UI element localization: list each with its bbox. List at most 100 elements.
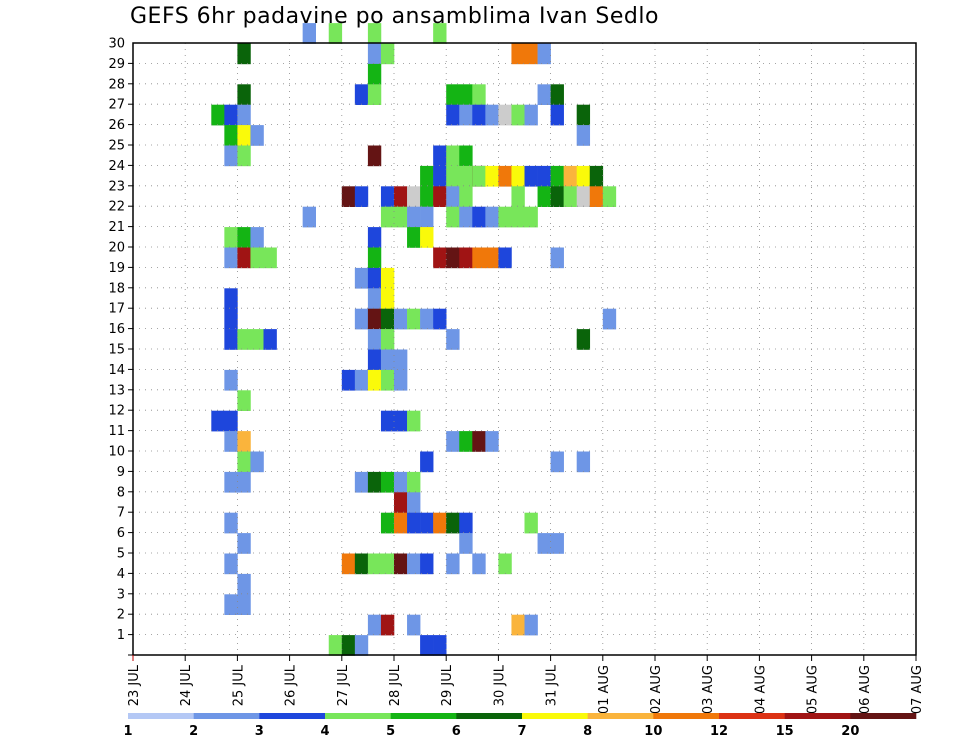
heatmap-cell: [237, 43, 251, 65]
x-tick-label: 24 JUL: [179, 664, 194, 706]
heatmap-cell: [459, 206, 473, 228]
legend-swatch: [259, 713, 326, 719]
heatmap-cell: [576, 125, 591, 146]
legend-label: 6: [452, 724, 461, 739]
heatmap-cell: [354, 553, 369, 575]
legend-label: 20: [841, 724, 859, 739]
y-tick-label: 20: [108, 241, 125, 256]
heatmap-cell: [407, 492, 421, 513]
heatmap-cell: [394, 349, 408, 371]
heatmap-cell: [237, 227, 251, 248]
heatmap-cell: [380, 614, 395, 636]
heatmap-cell: [459, 247, 473, 269]
heatmap-cell: [576, 186, 591, 207]
heatmap-cell: [563, 186, 577, 207]
heatmap-cell: [524, 104, 538, 126]
heatmap-cell: [550, 247, 564, 269]
y-tick-label: 6: [117, 526, 125, 541]
heatmap-cell: [380, 329, 395, 350]
heatmap-cell: [602, 308, 617, 330]
heatmap-cell: [511, 43, 525, 65]
legend-swatch: [522, 713, 588, 719]
heatmap-cell: [485, 165, 499, 187]
y-tick-label: 14: [108, 363, 125, 378]
y-tick-label: 30: [108, 37, 125, 52]
heatmap-cell: [446, 206, 460, 228]
x-tick-label: 26 JUL: [284, 664, 299, 706]
heatmap-cell: [237, 329, 251, 350]
heatmap-cell: [394, 553, 408, 575]
y-tick-label: 1: [117, 628, 125, 643]
legend-label: 15: [776, 724, 794, 739]
heatmap-cell: [446, 553, 460, 575]
y-tick-label: 28: [108, 77, 125, 92]
heatmap-cell: [380, 471, 395, 493]
heatmap-cell: [224, 512, 238, 534]
heatmap-cell: [380, 267, 395, 289]
heatmap-cell: [380, 308, 395, 330]
heatmap-cell: [394, 471, 408, 493]
heatmap-cell: [224, 288, 238, 309]
heatmap-cell: [576, 104, 591, 126]
heatmap-cell: [550, 186, 564, 207]
heatmap-cell: [224, 308, 238, 330]
heatmap-cell: [472, 165, 486, 187]
heatmap-cell: [550, 533, 564, 554]
heatmap-cell: [224, 329, 238, 350]
heatmap-cell: [407, 308, 421, 330]
heatmap-cell: [550, 104, 564, 126]
y-tick-label: 21: [108, 220, 125, 235]
heatmap-cell: [407, 186, 421, 207]
heatmap-cell: [459, 145, 473, 167]
legend-swatch: [456, 713, 523, 719]
x-tick-label: 28 JUL: [388, 664, 403, 706]
heatmap-cell: [472, 84, 486, 105]
heatmap-cell: [433, 635, 447, 656]
heatmap-cell: [446, 431, 460, 452]
heatmap-cell: [354, 471, 369, 493]
heatmap-cell: [367, 84, 382, 105]
heatmap-cell: [341, 186, 356, 207]
heatmap-cell: [224, 410, 238, 432]
heatmap-cell: [367, 553, 382, 575]
heatmap-cell: [341, 553, 356, 575]
heatmap-cell: [524, 512, 538, 534]
y-tick-label: 22: [108, 200, 125, 215]
heatmap-cell: [576, 165, 591, 187]
heatmap-cell: [420, 165, 434, 187]
heatmap-cell: [367, 471, 382, 493]
legend-label: 5: [386, 724, 395, 739]
legend-label: 8: [583, 724, 592, 739]
heatmap-cell: [380, 369, 395, 391]
heatmap-cell: [224, 104, 238, 126]
heatmap-cell: [602, 186, 617, 207]
heatmap-cell: [446, 84, 460, 105]
heatmap-cell: [224, 247, 238, 269]
x-tick-label: 27 JUL: [336, 664, 351, 706]
x-tick-label: 05 AUG: [806, 665, 821, 714]
heatmap-cell: [354, 186, 369, 207]
heatmap-cell: [380, 288, 395, 309]
heatmap-cell: [380, 186, 395, 207]
heatmap-cell: [511, 165, 525, 187]
y-tick-label: 10: [108, 445, 125, 460]
legend-swatch: [390, 713, 457, 719]
heatmap-cell: [472, 431, 486, 452]
heatmap-cell: [224, 553, 238, 575]
heatmap-cell: [446, 329, 460, 350]
legend-swatch: [128, 713, 194, 719]
heatmap-cell: [237, 247, 251, 269]
legend-label: 4: [320, 724, 329, 739]
heatmap-cell: [485, 206, 499, 228]
heatmap-cell: [380, 410, 395, 432]
heatmap-cell: [380, 206, 395, 228]
heatmap-cell: [472, 247, 486, 269]
heatmap-cell: [537, 84, 551, 105]
y-tick-label: 4: [117, 567, 125, 582]
heatmap-cell: [224, 145, 238, 167]
heatmap-cell: [563, 165, 577, 187]
heatmap-cell: [498, 206, 512, 228]
heatmap-cell: [367, 63, 382, 85]
heatmap-cell: [459, 512, 473, 534]
